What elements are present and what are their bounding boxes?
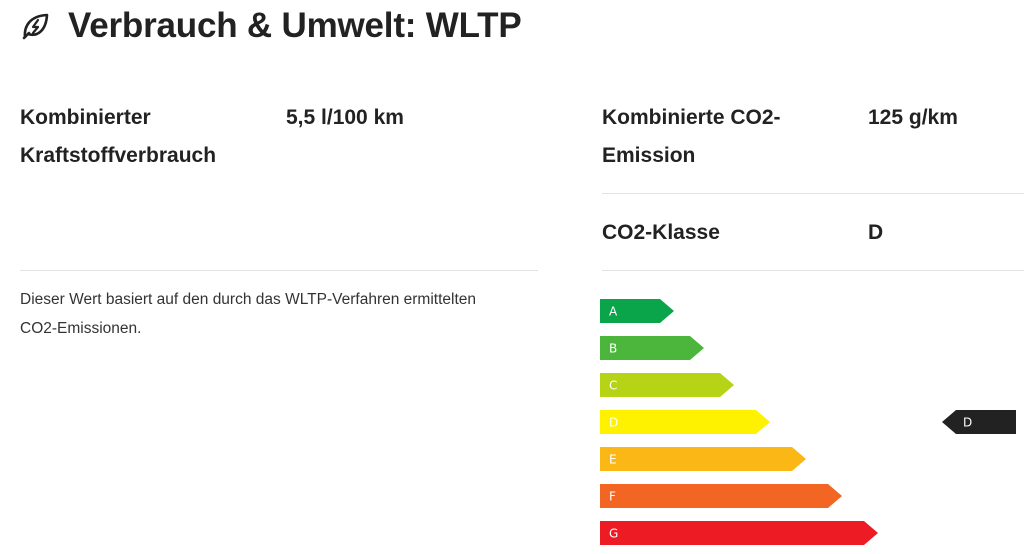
efficiency-arrow-a [600,299,674,323]
efficiency-class-c: C [600,373,734,397]
current-class-arrow [942,410,1016,434]
wltp-note-line1: Dieser Wert basiert auf den durch das WL… [20,291,477,308]
page-header: Verbrauch & Umwelt: WLTP [20,4,522,48]
page-title: Verbrauch & Umwelt: WLTP [68,6,522,45]
efficiency-arrow-d [600,410,770,434]
efficiency-letter-f: F [609,490,616,504]
co2-class-value: D [868,221,884,244]
co2-efficiency-scale-graphic: A B C D E F G D [600,299,1016,545]
current-class-indicator: D [942,410,1016,434]
efficiency-letter-c: C [609,379,617,393]
efficiency-class-g: G [600,521,878,545]
efficiency-class-d: D [600,410,770,434]
efficiency-arrow-c [600,373,734,397]
co2-divider-1 [602,193,1024,194]
wltp-note-line2: CO2-Emissionen. [20,320,142,337]
efficiency-arrow-b [600,336,704,360]
efficiency-letter-g: G [609,527,618,541]
consumption-label: Kombinierter Kraftstoffverbrauch [20,99,216,175]
efficiency-letter-a: A [609,305,618,319]
co2-efficiency-scale: A B C D E F G D [600,297,1024,553]
efficiency-class-b: B [600,336,704,360]
efficiency-class-e: E [600,447,806,471]
efficiency-arrow-g [600,521,878,545]
efficiency-letter-d: D [609,416,618,430]
efficiency-arrow-e [600,447,806,471]
co2-emission-label-line2: Emission [602,144,696,167]
co2-class-label: CO2-Klasse [602,221,720,244]
leaf-bolt-icon [22,13,49,40]
consumption-label-line2: Kraftstoffverbrauch [20,144,217,167]
left-divider [20,270,538,271]
efficiency-letter-e: E [609,453,617,467]
co2-emission-value: 125 g/km [868,106,958,129]
efficiency-class-a: A [600,299,674,323]
efficiency-letter-b: B [609,342,617,356]
co2-emission-label-line1: Kombinierte CO2- [602,106,781,129]
wltp-note: Dieser Wert basiert auf den durch das WL… [20,285,560,343]
consumption-value: 5,5 l/100 km [286,106,404,129]
co2-emission-label: Kombinierte CO2- Emission [602,99,781,175]
current-class-letter: D [963,416,972,430]
co2-divider-2 [602,270,1024,271]
efficiency-class-f: F [600,484,842,508]
efficiency-arrow-f [600,484,842,508]
consumption-label-line1: Kombinierter [20,106,151,129]
